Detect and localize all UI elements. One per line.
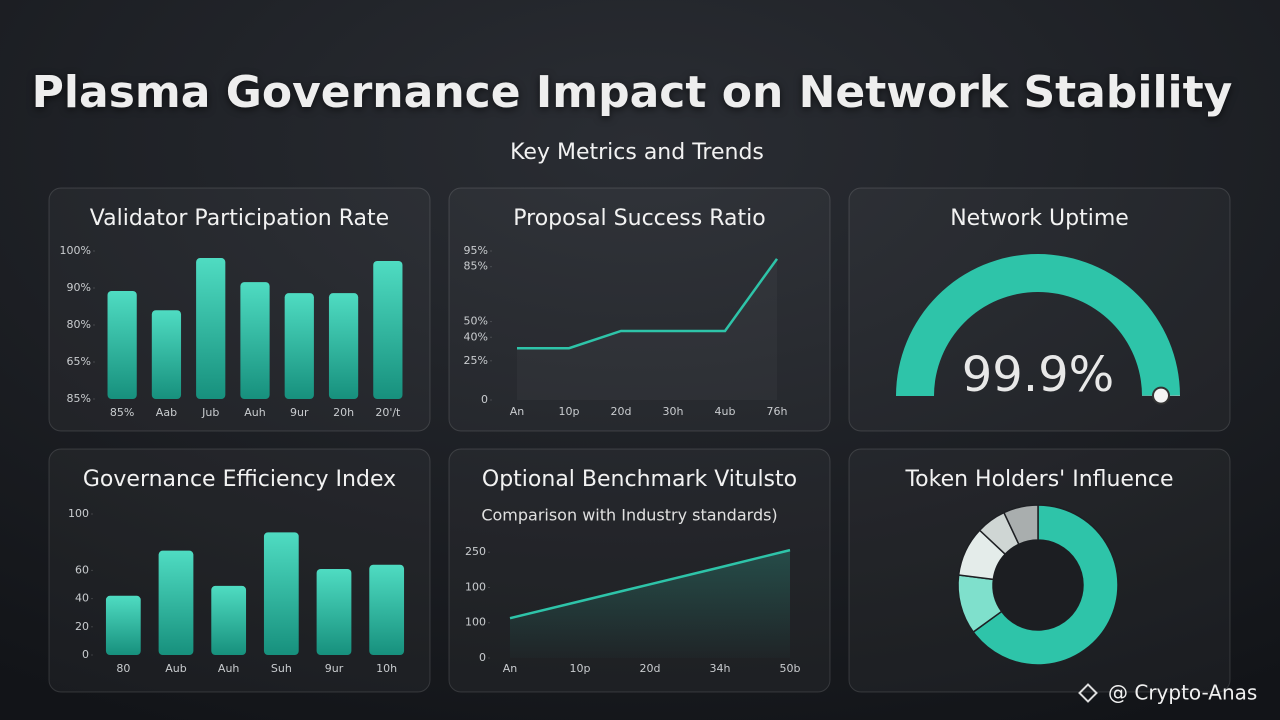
bar <box>328 293 359 399</box>
panel-title: Network Uptime <box>950 206 1129 231</box>
panel <box>848 187 1231 432</box>
line <box>517 258 779 350</box>
y-tick-label: 100% <box>60 244 91 257</box>
gauge-value: 99.9% <box>962 347 1114 403</box>
x-tick-label: 4ub <box>715 405 736 418</box>
panel <box>48 448 431 693</box>
panel-title: Proposal Success Ratio <box>513 206 765 231</box>
x-tick-label: An <box>503 662 518 675</box>
y-tick-label: 85% <box>464 260 488 273</box>
y-tick-label: 0 <box>479 651 486 664</box>
bar <box>369 564 405 655</box>
y-tick-label: 100 <box>465 616 486 629</box>
x-tick-label: 80 <box>116 662 130 675</box>
x-tick-label: 30h <box>663 405 684 418</box>
x-tick-label: Jub <box>201 406 219 419</box>
x-tick-label: 20h <box>333 406 354 419</box>
bar <box>240 282 270 399</box>
y-tick-label: 0 <box>82 648 89 661</box>
page-title: Plasma Governance Impact on Network Stab… <box>32 67 1233 118</box>
panel-title: Governance Efficiency Index <box>83 467 396 492</box>
x-tick-label: 10p <box>570 662 591 675</box>
x-tick-label: 76h <box>767 405 788 418</box>
x-tick-label: 9ur <box>290 406 309 419</box>
x-tick-label: Auh <box>244 406 265 419</box>
y-tick-label: 65% <box>67 355 91 368</box>
gauge-knob <box>1151 386 1170 405</box>
y-tick-label: 80% <box>67 318 91 331</box>
x-tick-label: 34h <box>710 662 731 675</box>
x-tick-label: 10p <box>559 405 580 418</box>
y-tick-label: 85% <box>67 392 91 405</box>
x-tick-label: 20'/t <box>375 406 401 419</box>
x-tick-label: 10h <box>376 662 397 675</box>
panel <box>48 187 431 432</box>
watermark: @ Crypto-Anas <box>1108 681 1257 705</box>
panel <box>448 448 831 693</box>
y-tick-label: 40% <box>464 330 488 343</box>
y-tick-label: 50% <box>464 315 488 328</box>
gauge-arc <box>896 254 1180 396</box>
bar <box>263 532 299 655</box>
x-tick-label: 85% <box>110 406 134 419</box>
x-tick-label: 9ur <box>325 662 344 675</box>
panel <box>848 448 1231 693</box>
watermark-icon <box>1078 683 1098 703</box>
bar <box>211 585 247 655</box>
x-tick-label: 50b <box>780 662 801 675</box>
bar <box>105 595 141 655</box>
y-tick-label: 20 <box>75 620 89 633</box>
y-tick-label: 100 <box>68 507 89 520</box>
x-tick-label: An <box>510 405 525 418</box>
x-tick-label: Suh <box>271 662 292 675</box>
panel-title: Token Holders' Influence <box>904 467 1173 492</box>
panel-title: Optional Benchmark Vitulsto <box>482 467 797 492</box>
bar <box>316 568 352 655</box>
y-tick-label: 60 <box>75 563 89 576</box>
y-tick-label: 250 <box>465 545 486 558</box>
donut-hole <box>993 540 1083 630</box>
y-tick-label: 100 <box>465 580 486 593</box>
bar <box>107 290 137 399</box>
x-tick-label: Auh <box>218 662 239 675</box>
panel-subtitle: Comparison with Industry standards) <box>481 506 777 525</box>
area <box>510 550 790 658</box>
x-tick-label: Aab <box>156 406 177 419</box>
y-tick-label: 90% <box>67 281 91 294</box>
bar <box>373 260 403 399</box>
x-tick-label: 20d <box>611 405 632 418</box>
bar <box>151 310 182 399</box>
x-tick-label: 20d <box>640 662 661 675</box>
panel-title: Validator Participation Rate <box>90 206 389 231</box>
x-tick-label: Aub <box>165 662 186 675</box>
y-tick-label: 95% <box>464 244 488 257</box>
line <box>509 548 791 620</box>
y-tick-label: 0 <box>481 393 488 406</box>
y-tick-label: 25% <box>464 354 488 367</box>
page-subtitle: Key Metrics and Trends <box>510 140 764 165</box>
bar <box>158 550 194 655</box>
panel <box>448 187 831 432</box>
y-tick-label: 40 <box>75 592 89 605</box>
bar <box>284 293 314 399</box>
bar <box>196 258 226 399</box>
